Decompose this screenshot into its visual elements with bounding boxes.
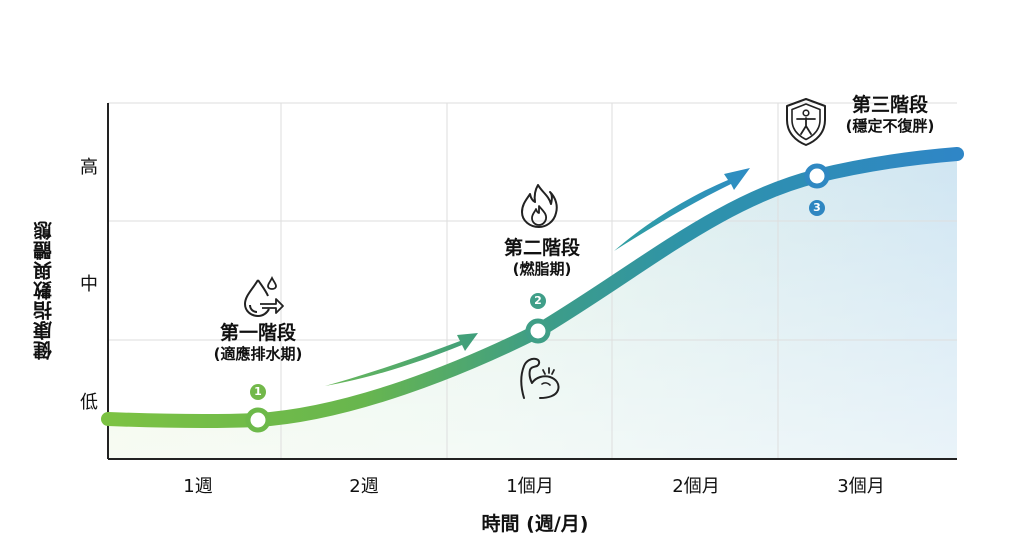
flexed-arm-icon <box>520 357 560 399</box>
stage-1-title: 第一階段 <box>219 322 296 344</box>
stage-3-title: 第三階段 <box>851 94 928 116</box>
shield-person-icon <box>786 98 826 146</box>
x-tick-1m: 1個月 <box>506 476 554 497</box>
x-tick-2m: 2個月 <box>672 476 720 497</box>
water-drop-icon <box>243 275 284 318</box>
trend-arrow-1 <box>325 333 478 386</box>
stage-3-badge: 3 <box>809 200 825 216</box>
y-axis-title: 健康指數與體態 <box>33 220 55 360</box>
stage-2-label: 第二階段 (燃脂期) <box>482 237 602 279</box>
milestone-marker-3 <box>804 163 830 189</box>
stage-1-subtitle: (適應排水期) <box>213 345 303 363</box>
stage-1-label: 第一階段 (適應排水期) <box>198 322 318 364</box>
x-tick-3m: 3個月 <box>837 476 885 497</box>
milestone-marker-1 <box>245 407 271 433</box>
stage-2-badge: 2 <box>530 293 546 309</box>
area-fill-fade <box>108 154 957 459</box>
x-tick-2w: 2週 <box>349 476 379 497</box>
y-tick-mid: 中 <box>80 274 98 295</box>
stage-3-subtitle: (穩定不復胖) <box>845 117 935 135</box>
stage-2-title: 第二階段 <box>503 237 580 259</box>
milestone-marker-2 <box>525 318 551 344</box>
y-tick-low: 低 <box>80 392 98 413</box>
stage-1-badge: 1 <box>250 384 266 400</box>
y-tick-high: 高 <box>80 157 98 178</box>
x-axis-title: 時間 (週/月) <box>481 513 589 535</box>
flame-icon <box>521 184 558 228</box>
x-tick-1w: 1週 <box>183 476 213 497</box>
trend-arrow-2 <box>614 168 750 251</box>
stage-3-label: 第三階段 (穩定不復胖) <box>832 94 948 136</box>
stage-2-subtitle: (燃脂期) <box>512 260 572 278</box>
